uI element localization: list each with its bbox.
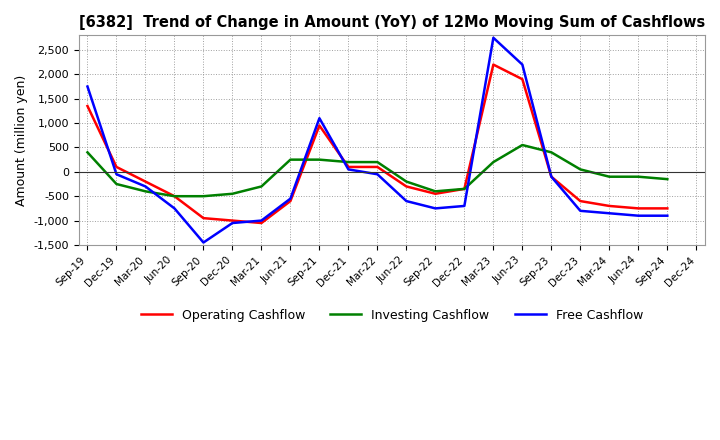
- Free Cashflow: [199, 240, 208, 245]
- Investing Cashflow: [576, 167, 585, 172]
- Investing Cashflow: [518, 143, 526, 148]
- Investing Cashflow: [315, 157, 324, 162]
- Free Cashflow: [431, 206, 440, 211]
- Operating Cashflow: [460, 186, 469, 191]
- Y-axis label: Amount (million yen): Amount (million yen): [15, 74, 28, 206]
- Investing Cashflow: [460, 186, 469, 191]
- Free Cashflow: [518, 62, 526, 67]
- Operating Cashflow: [315, 123, 324, 128]
- Operating Cashflow: [83, 103, 91, 109]
- Investing Cashflow: [373, 159, 382, 165]
- Operating Cashflow: [228, 218, 237, 223]
- Investing Cashflow: [431, 189, 440, 194]
- Investing Cashflow: [112, 181, 121, 187]
- Free Cashflow: [547, 174, 556, 180]
- Investing Cashflow: [344, 159, 353, 165]
- Free Cashflow: [112, 172, 121, 177]
- Investing Cashflow: [286, 157, 294, 162]
- Legend: Operating Cashflow, Investing Cashflow, Free Cashflow: Operating Cashflow, Investing Cashflow, …: [135, 304, 648, 327]
- Line: Operating Cashflow: Operating Cashflow: [87, 65, 667, 223]
- Investing Cashflow: [402, 179, 410, 184]
- Investing Cashflow: [489, 159, 498, 165]
- Investing Cashflow: [605, 174, 613, 180]
- Free Cashflow: [286, 196, 294, 201]
- Title: [6382]  Trend of Change in Amount (YoY) of 12Mo Moving Sum of Cashflows: [6382] Trend of Change in Amount (YoY) o…: [78, 15, 705, 30]
- Operating Cashflow: [373, 164, 382, 169]
- Free Cashflow: [576, 208, 585, 213]
- Operating Cashflow: [431, 191, 440, 196]
- Free Cashflow: [315, 116, 324, 121]
- Line: Free Cashflow: Free Cashflow: [87, 38, 667, 242]
- Operating Cashflow: [344, 164, 353, 169]
- Free Cashflow: [634, 213, 643, 218]
- Investing Cashflow: [141, 189, 150, 194]
- Operating Cashflow: [257, 220, 266, 226]
- Free Cashflow: [344, 167, 353, 172]
- Operating Cashflow: [199, 216, 208, 221]
- Operating Cashflow: [141, 179, 150, 184]
- Operating Cashflow: [634, 206, 643, 211]
- Operating Cashflow: [170, 194, 179, 199]
- Free Cashflow: [605, 211, 613, 216]
- Operating Cashflow: [518, 77, 526, 82]
- Operating Cashflow: [576, 198, 585, 204]
- Free Cashflow: [83, 84, 91, 89]
- Operating Cashflow: [547, 174, 556, 180]
- Investing Cashflow: [634, 174, 643, 180]
- Free Cashflow: [228, 220, 237, 226]
- Operating Cashflow: [663, 206, 672, 211]
- Investing Cashflow: [199, 194, 208, 199]
- Line: Investing Cashflow: Investing Cashflow: [87, 145, 667, 196]
- Investing Cashflow: [663, 176, 672, 182]
- Free Cashflow: [460, 203, 469, 209]
- Operating Cashflow: [402, 184, 410, 189]
- Operating Cashflow: [605, 203, 613, 209]
- Free Cashflow: [141, 184, 150, 189]
- Investing Cashflow: [83, 150, 91, 155]
- Operating Cashflow: [112, 164, 121, 169]
- Free Cashflow: [257, 218, 266, 223]
- Investing Cashflow: [547, 150, 556, 155]
- Free Cashflow: [373, 172, 382, 177]
- Investing Cashflow: [228, 191, 237, 196]
- Operating Cashflow: [286, 198, 294, 204]
- Free Cashflow: [170, 206, 179, 211]
- Operating Cashflow: [489, 62, 498, 67]
- Investing Cashflow: [257, 184, 266, 189]
- Free Cashflow: [663, 213, 672, 218]
- Free Cashflow: [489, 35, 498, 40]
- Investing Cashflow: [170, 194, 179, 199]
- Free Cashflow: [402, 198, 410, 204]
